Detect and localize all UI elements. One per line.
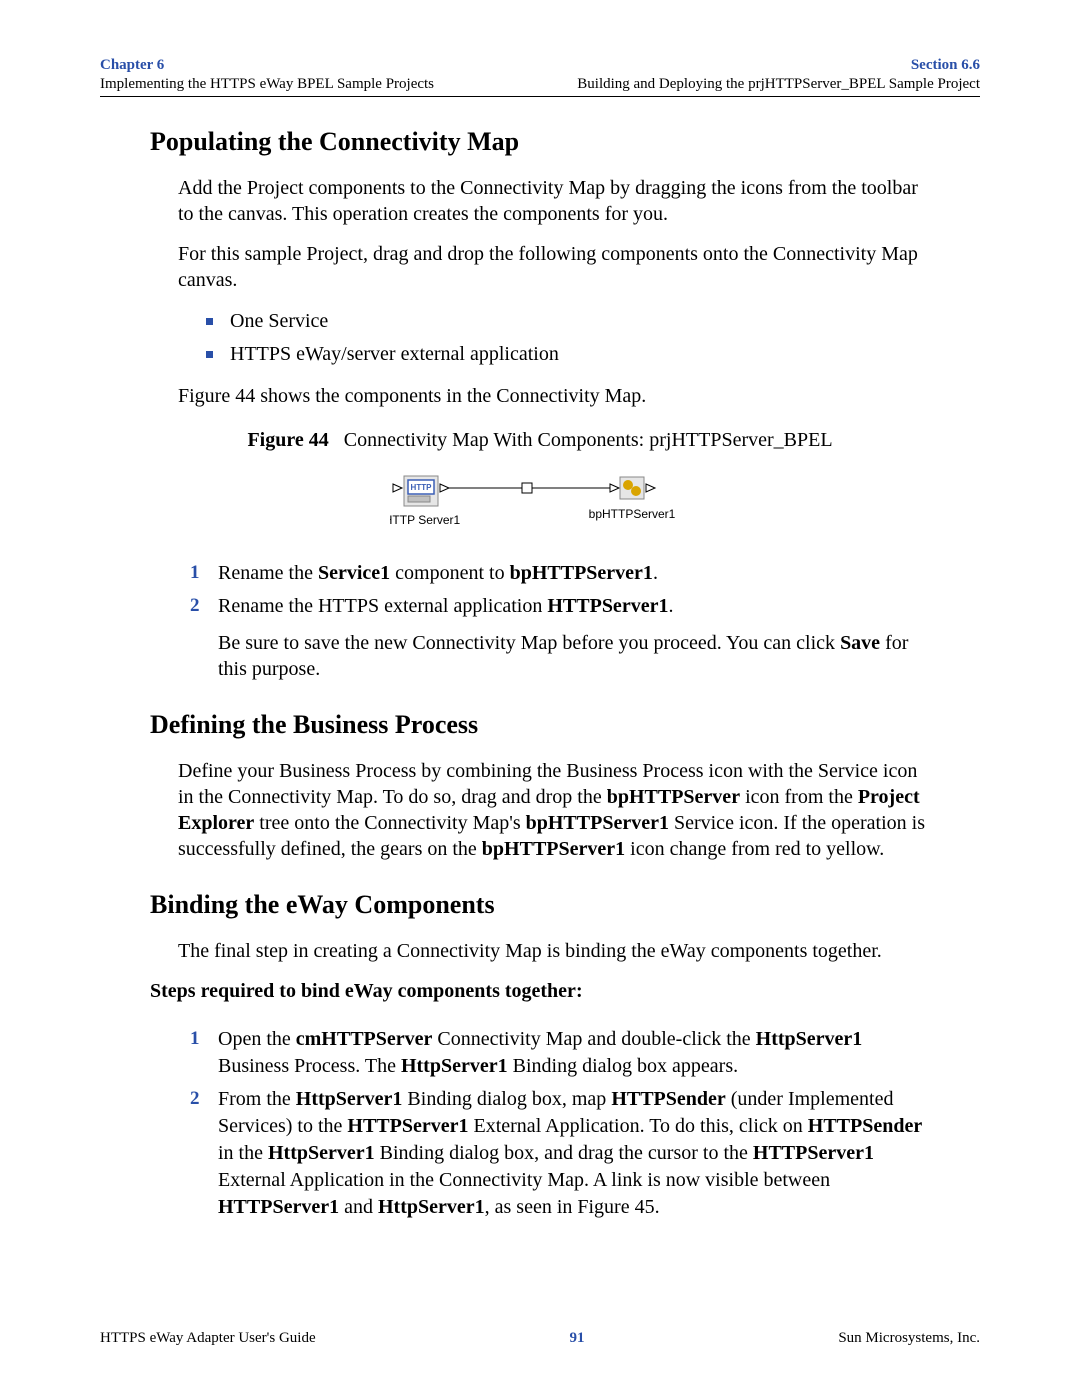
list-item: HTTPS eWay/server external application	[206, 340, 930, 369]
header-chapter: Chapter 6	[100, 56, 434, 75]
para: The final step in creating a Connectivit…	[150, 938, 930, 964]
heading-defining: Defining the Business Process	[150, 710, 930, 740]
para: Add the Project components to the Connec…	[150, 175, 930, 227]
figure-right-label: bpHTTPServer1	[589, 507, 676, 521]
list-item: From the HttpServer1 Binding dialog box,…	[190, 1086, 930, 1221]
figure-44: HTTP HTTP Server1 bpHTTPServer1	[150, 468, 930, 538]
header-section-sub: Building and Deploying the prjHTTPServer…	[577, 75, 980, 94]
list-item: Rename the HTTPS external application HT…	[190, 593, 930, 682]
list-item: Rename the Service1 component to bpHTTPS…	[190, 560, 930, 587]
figure-caption: Figure 44 Connectivity Map With Componen…	[150, 429, 930, 452]
para: Be sure to save the new Connectivity Map…	[218, 630, 930, 682]
para: For this sample Project, drag and drop t…	[150, 241, 930, 293]
bullet-list: One Service HTTPS eWay/server external a…	[150, 307, 930, 369]
heading-populating: Populating the Connectivity Map	[150, 127, 930, 157]
list-item: Open the cmHTTPServer Connectivity Map a…	[190, 1026, 930, 1080]
numbered-list: Rename the Service1 component to bpHTTPS…	[150, 560, 930, 682]
para: Figure 44 shows the components in the Co…	[150, 383, 930, 409]
list-item: One Service	[206, 307, 930, 336]
footer-doc-title: HTTPS eWay Adapter User's Guide	[100, 1330, 316, 1347]
figure-label: Figure 44	[247, 429, 328, 451]
figure-caption-text: Connectivity Map With Components: prjHTT…	[344, 429, 833, 451]
heading-binding: Binding the eWay Components	[150, 890, 930, 920]
numbered-list: Open the cmHTTPServer Connectivity Map a…	[150, 1026, 930, 1221]
page-number: 91	[569, 1330, 584, 1347]
svg-text:HTTP: HTTP	[411, 483, 433, 492]
page-footer: HTTPS eWay Adapter User's Guide 91 Sun M…	[100, 1330, 980, 1347]
header-chapter-sub: Implementing the HTTPS eWay BPEL Sample …	[100, 75, 434, 94]
header-section: Section 6.6	[577, 56, 980, 75]
steps-lead: Steps required to bind eWay components t…	[150, 978, 930, 1004]
figure-left-label: HTTP Server1	[390, 513, 461, 527]
footer-company: Sun Microsystems, Inc.	[838, 1330, 980, 1347]
page-header: Chapter 6 Implementing the HTTPS eWay BP…	[100, 56, 980, 97]
connectivity-map-diagram: HTTP HTTP Server1 bpHTTPServer1	[390, 468, 690, 538]
para: Define your Business Process by combinin…	[150, 758, 930, 862]
page-content: Populating the Connectivity Map Add the …	[100, 127, 980, 1221]
